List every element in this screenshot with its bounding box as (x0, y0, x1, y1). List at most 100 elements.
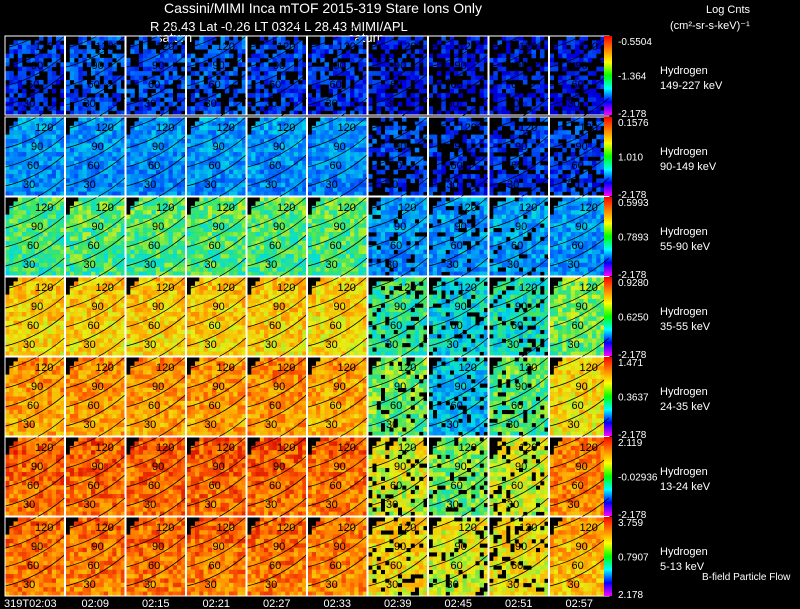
contour-label: 30 (386, 259, 398, 271)
contour-label: 90 (31, 301, 43, 313)
contour-r5-c7-3 (428, 474, 489, 507)
contour-r0-c6-1 (367, 35, 428, 68)
contour-label: 30 (265, 259, 277, 271)
contour-label: 90 (213, 381, 225, 393)
x-tick-label: 02:09 (81, 598, 109, 609)
contour-label: 60 (390, 320, 402, 332)
contour-r3-c4-2 (246, 295, 307, 328)
chart-subtitle: R 28.43 Lat -0.26 LT 0324 L 28.43 MIMI/A… (150, 19, 408, 34)
contour-r2-c6-1 (367, 196, 428, 229)
panel-r2-c9 (549, 197, 610, 277)
contour-r3-c1-1 (65, 276, 126, 309)
contour-label: 30 (144, 579, 156, 591)
contour-label: 90 (152, 60, 164, 72)
panel-r0-c7 (428, 36, 489, 116)
panel-frame (307, 276, 368, 357)
contour-r2-c8-2 (488, 215, 549, 248)
panel-frame (125, 196, 186, 277)
panel-frame (307, 196, 368, 277)
contour-label: 60 (27, 400, 39, 412)
contour-r1-c4-3 (246, 154, 307, 187)
contour-r2-c1-1 (65, 196, 126, 229)
contour-label: 30 (447, 259, 459, 271)
contour-label: 120 (519, 522, 537, 534)
contour-label: 60 (27, 320, 39, 332)
contour-label: 60 (148, 79, 160, 91)
panel-frame (488, 436, 549, 517)
contour-label: 60 (511, 560, 523, 572)
contour-label: 60 (330, 240, 342, 252)
panel-frame (4, 436, 65, 517)
panel-frame (367, 436, 428, 517)
contour-label: 90 (273, 221, 285, 233)
panel-frame (367, 196, 428, 277)
contour-r5-c5-3 (307, 474, 368, 507)
contour-r5-c3-3 (186, 474, 247, 507)
panel-frame (488, 516, 549, 597)
contour-r0-c3-2 (186, 54, 247, 87)
panel-frame (125, 356, 186, 437)
contour-label: 60 (451, 79, 463, 91)
contour-label: 60 (148, 160, 160, 172)
contour-r5-c1-1 (65, 436, 126, 469)
contour-label: 90 (515, 541, 527, 553)
panel-frame (307, 35, 368, 116)
contour-r0-c5-2 (307, 54, 368, 87)
panel-frame (246, 35, 307, 116)
panel-r1-c8 (489, 117, 549, 197)
contour-label: 120 (35, 522, 53, 534)
contour-r1-c0-2 (4, 135, 65, 168)
contour-r1-c1-2 (65, 135, 126, 168)
contour-label: 30 (84, 579, 96, 591)
colorbar (604, 357, 612, 436)
contour-r3-c2-2 (125, 295, 186, 328)
contour-r2-c7-3 (428, 234, 489, 267)
contour-label: 30 (23, 419, 35, 431)
colorbar-max-label: 3.759 (618, 518, 643, 529)
contour-label: 60 (451, 560, 463, 572)
contour-r0-c3-3 (186, 73, 247, 106)
contour-label: 60 (390, 240, 402, 252)
colorbar (604, 437, 612, 516)
contour-label: 90 (273, 541, 285, 553)
contour-r6-c4-2 (246, 535, 307, 568)
panel-r5-c7 (428, 437, 489, 517)
contour-r5-c8-1 (488, 436, 549, 469)
contour-label: 90 (515, 381, 527, 393)
contour-r0-c1-1 (65, 35, 126, 68)
panel-frame (488, 356, 549, 437)
contour-label: 60 (451, 240, 463, 252)
contour-label: 90 (515, 461, 527, 473)
contour-r4-c8-2 (488, 375, 549, 408)
contour-r6-c2-3 (125, 554, 186, 587)
contour-label: 30 (205, 98, 217, 110)
contour-label: 120 (156, 122, 174, 134)
panel-r2-c5 (307, 197, 368, 277)
contour-r0-c1-3 (65, 73, 126, 106)
contour-r5-c0-3 (4, 474, 65, 507)
contour-r4-c7-3 (428, 394, 489, 427)
contour-label: 90 (152, 221, 164, 233)
colorbar-min-label: -2.178 (618, 350, 647, 361)
panel-frame (186, 116, 247, 197)
contour-r0-c6-3 (367, 73, 428, 106)
contour-r0-c0-3 (4, 73, 65, 106)
contour-r6-c3-2 (186, 535, 247, 568)
contour-label: 30 (326, 179, 338, 191)
contour-label: 120 (580, 122, 598, 134)
contour-r5-c8-2 (488, 455, 549, 488)
contour-r6-c1-1 (65, 516, 126, 549)
contour-r3-c6-1 (367, 276, 428, 309)
energy-label: 149-227 keV (660, 80, 723, 92)
contour-label: 90 (92, 141, 104, 153)
contour-label: 120 (96, 362, 114, 374)
species-label: Hydrogen (660, 146, 708, 158)
contour-label: 120 (519, 362, 537, 374)
contour-label: 120 (398, 362, 416, 374)
contour-label: 30 (386, 499, 398, 511)
contour-label: 120 (156, 282, 174, 294)
contour-r0-c5-3 (307, 73, 368, 106)
panel-r5-c4 (247, 437, 307, 517)
contour-label: 90 (455, 461, 467, 473)
contour-label: 30 (447, 98, 459, 110)
